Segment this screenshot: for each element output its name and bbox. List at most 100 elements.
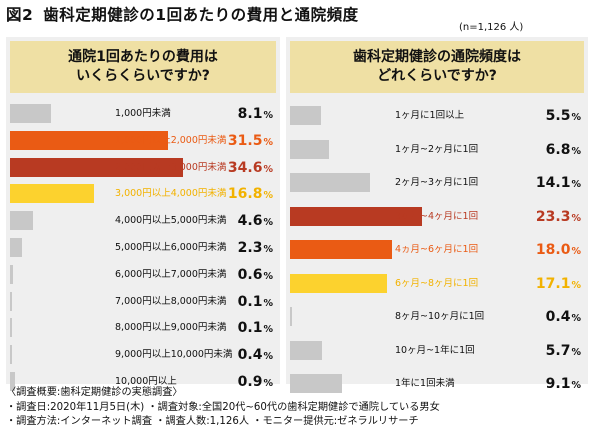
cost-value-label-10: 0.4%: [238, 347, 273, 365]
cost-bar-7: [10, 264, 13, 284]
frequency-value-label-1: 5.5%: [546, 108, 581, 126]
frequency-value-number-6: 17.1: [535, 275, 571, 292]
frequency-question-line-2: どれくらいですか?: [377, 68, 497, 84]
frequency-value-label-6: 17.1%: [536, 276, 581, 294]
cost-value-unit-9: %: [263, 324, 273, 336]
frequency-value-label-5: 18.0%: [536, 242, 581, 260]
frequency-bar-1: [290, 106, 322, 125]
frequency-value-number-8: 5.7: [545, 342, 571, 359]
cost-bar-8: [10, 291, 12, 311]
cost-value-number-4: 16.8: [227, 186, 263, 203]
cost-value-number-3: 34.6: [227, 159, 263, 176]
cost-bar-1: [10, 104, 51, 123]
cost-value-unit-1: %: [263, 110, 273, 121]
cost-category-label-3: 2,000円以上3,000円未満: [115, 161, 227, 173]
cost-value-label-9: 0.1%: [238, 320, 273, 338]
cost-value-label-4: 16.8%: [228, 186, 273, 204]
frequency-value-unit-2: %: [571, 145, 581, 157]
frequency-value-number-5: 18.0: [535, 242, 571, 258]
frequency-bar-6: [290, 273, 388, 293]
frequency-value-number-3: 14.1: [535, 175, 571, 191]
cost-bar-3: [10, 157, 183, 177]
frequency-value-label-2: 6.8%: [546, 142, 581, 160]
cost-category-label-11: 10,000円以上: [115, 376, 177, 387]
cost-value-number-8: 0.1: [237, 293, 263, 310]
cost-category-label-6: 5,000円以上6,000円未満: [115, 242, 227, 253]
cost-value-unit-4: %: [263, 190, 273, 202]
frequency-value-unit-6: %: [571, 279, 581, 291]
frequency-value-unit-7: %: [571, 313, 581, 324]
frequency-value-label-4: 23.3%: [536, 209, 581, 227]
cost-category-label-8: 7,000円以上8,000円未満: [115, 295, 227, 307]
frequency-value-label-7: 0.4%: [546, 309, 581, 327]
figure-title: 図2 歯科定期健診の1回あたりの費用と通院頻度: [6, 3, 359, 25]
cost-value-label-11: 0.9%: [238, 374, 273, 392]
cost-bar-2: [10, 130, 168, 150]
frequency-bar-3: [290, 173, 371, 192]
cost-value-label-8: 0.1%: [238, 294, 273, 312]
cost-bar-5: [10, 211, 33, 231]
cost-value-unit-5: %: [263, 217, 273, 229]
cost-chart-panel: 通院1回あたりの費用は いくらくらいですか? 1,000円未満 8.1% 1,000…: [6, 37, 280, 391]
frequency-category-label-8: 10ヶ月~1年に1回: [395, 344, 475, 356]
frequency-value-label-8: 5.7%: [546, 343, 581, 361]
cost-value-number-11: 0.9: [237, 374, 263, 390]
cost-value-number-2: 31.5: [227, 132, 263, 149]
frequency-value-number-4: 23.3: [535, 208, 571, 225]
frequency-value-unit-9: %: [571, 380, 581, 391]
cost-value-unit-2: %: [263, 136, 273, 148]
frequency-bar-8: [290, 340, 323, 360]
cost-category-label-4: 3,000円以上4,000円未満: [115, 188, 227, 200]
cost-value-number-9: 0.1: [237, 320, 263, 337]
survey-summary-heading: 〈調査概要:歯科定期健診の実態調査〉: [6, 387, 183, 398]
cost-value-number-5: 4.6: [237, 213, 263, 230]
cost-value-label-6: 2.3%: [238, 240, 273, 258]
cost-value-unit-6: %: [263, 244, 273, 255]
frequency-value-unit-8: %: [571, 346, 581, 358]
frequency-bar-5: [290, 240, 393, 259]
frequency-category-label-5: 4ヵ月~6ヶ月に1回: [395, 244, 479, 255]
cost-category-label-10: 9,000円以上10,000円未満: [115, 349, 233, 361]
cost-value-unit-3: %: [263, 163, 273, 175]
cost-value-label-7: 0.6%: [238, 267, 273, 285]
figure-title-text: 歯科定期健診の1回あたりの費用と通院頻度: [43, 6, 359, 24]
cost-value-number-6: 2.3: [237, 240, 263, 256]
frequency-value-number-1: 5.5: [545, 108, 571, 124]
cost-question-box: 通院1回あたりの費用は いくらくらいですか?: [10, 41, 276, 93]
sample-size-note: (n=1,126 人): [459, 22, 524, 33]
frequency-category-label-9: 1年に1回未満: [395, 378, 455, 389]
frequency-bar-7: [290, 307, 293, 326]
cost-value-unit-11: %: [263, 378, 273, 389]
cost-value-label-3: 34.6%: [228, 160, 273, 178]
frequency-category-label-6: 6ヶ月~8ヶ月に1回: [395, 277, 479, 289]
frequency-bar-9: [290, 374, 342, 393]
cost-bar-6: [10, 238, 22, 257]
frequency-bar-2: [290, 139, 329, 159]
frequency-value-number-2: 6.8: [545, 141, 571, 158]
survey-summary: 〈調査概要:歯科定期健診の実態調査〉 ・調査日:2020年11月5日(木) ・調…: [6, 386, 440, 430]
cost-bar-10: [10, 345, 12, 365]
cost-value-number-7: 0.6: [237, 266, 263, 283]
frequency-value-unit-1: %: [571, 112, 581, 123]
frequency-question-line-1: 歯科定期健診の通院頻度は: [353, 49, 521, 65]
survey-method-count: ・調査方法:インターネット調査 ・調査人数:1,126人 ・モニター提供元:ゼネ…: [6, 416, 419, 427]
frequency-category-label-4: 3ヶ月~4ヶ月に1回: [395, 210, 479, 222]
cost-bar-11: [10, 372, 15, 391]
cost-value-number-1: 8.1: [237, 106, 263, 122]
frequency-category-label-1: 1ヶ月に1回以上: [395, 110, 465, 121]
cost-bar-4: [10, 184, 94, 204]
cost-value-unit-7: %: [263, 270, 273, 282]
frequency-value-unit-4: %: [571, 212, 581, 224]
cost-value-label-5: 4.6%: [238, 213, 273, 231]
cost-category-label-1: 1,000円未満: [115, 108, 171, 119]
cost-category-label-2: 1,000円以上2,000円未満: [115, 134, 227, 146]
frequency-category-label-7: 8ヶ月~10ヶ月に1回: [395, 311, 485, 322]
cost-category-label-5: 4,000円以上5,000円未満: [115, 215, 227, 227]
cost-value-label-2: 31.5%: [228, 133, 273, 151]
frequency-value-number-7: 0.4: [545, 309, 571, 325]
frequency-chart-panel: 歯科定期健診の通院頻度は どれくらいですか? 1ヶ月に1回以上 5.5% 1ヶ月~2…: [286, 37, 588, 393]
cost-bar-9: [10, 318, 12, 338]
cost-category-label-9: 8,000円以上9,000円未満: [115, 322, 227, 334]
frequency-value-unit-5: %: [571, 246, 581, 257]
frequency-bar-4: [290, 206, 423, 226]
